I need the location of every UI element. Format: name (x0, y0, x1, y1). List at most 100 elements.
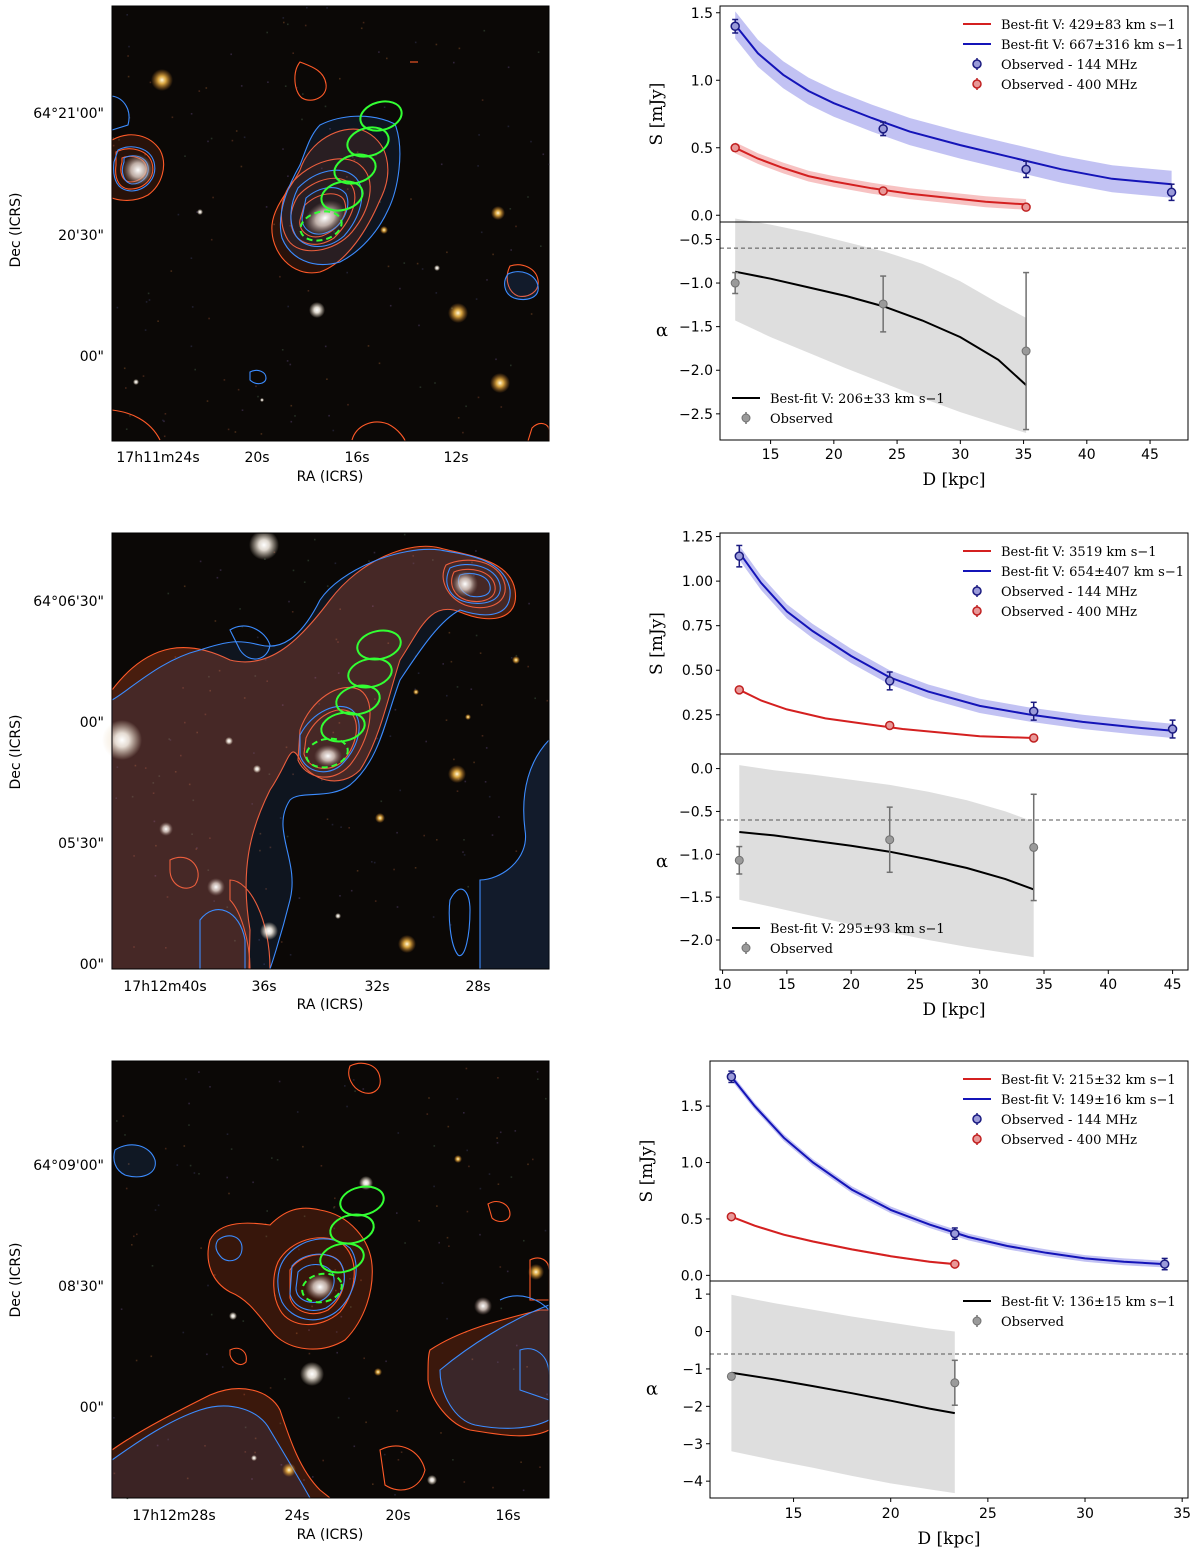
noise-pixel (214, 620, 217, 622)
alpha-panel-2: 0.0 −0.5 −1.0 −1.5 −2.0 10 15 20 25 30 35 40 45 α D [k… (656, 753, 1189, 1020)
axes-frame (709, 1280, 1189, 1499)
noise-pixel (539, 1466, 541, 1468)
noise-pixel (151, 1265, 154, 1267)
noise-pixel (302, 1145, 304, 1148)
noise-pixel (464, 780, 467, 783)
fit-line (731, 1371, 955, 1415)
noise-pixel (477, 396, 480, 399)
data-point (950, 1259, 960, 1269)
noise-pixel (438, 1241, 440, 1244)
noise-pixel (228, 1192, 230, 1195)
dec-tick-label: 08'30" (58, 1279, 104, 1295)
noise-pixel (124, 1134, 126, 1136)
noise-pixel (365, 1421, 367, 1424)
x-tick-label: 35 (1015, 447, 1033, 463)
noise-pixel (212, 196, 214, 199)
noise-pixel (367, 345, 370, 347)
noise-pixel (434, 382, 436, 384)
noise-pixel (176, 1164, 179, 1166)
noise-pixel (204, 1445, 206, 1447)
noise-pixel (279, 817, 282, 819)
noise-pixel (269, 846, 272, 849)
noise-pixel (339, 895, 341, 897)
noise-pixel (446, 1236, 449, 1239)
noise-pixel (363, 1357, 365, 1360)
noise-pixel (463, 1481, 466, 1483)
noise-pixel (536, 1070, 539, 1073)
noise-pixel (282, 148, 284, 150)
noise-pixel (266, 1210, 268, 1212)
noise-pixel (210, 137, 213, 140)
noise-pixel (279, 275, 281, 278)
dec-tick-label: 00" (80, 957, 104, 973)
data-point (878, 124, 888, 134)
y-tick-label: 1 (694, 1287, 703, 1303)
noise-pixel (446, 1317, 448, 1320)
legend-label: Observed (770, 412, 833, 427)
noise-pixel (378, 362, 381, 365)
noise-pixel (523, 1239, 525, 1242)
noise-pixel (144, 329, 147, 331)
noise-pixel (116, 766, 119, 768)
dec-tick-label: 20'30" (58, 228, 104, 244)
data-point (884, 676, 895, 686)
noise-pixel (192, 799, 195, 802)
noise-pixel (515, 850, 518, 852)
ra-tick-label: 12s (443, 450, 468, 466)
x-tick-label: 25 (907, 977, 925, 993)
noise-pixel (254, 1451, 256, 1454)
noise-pixel (208, 317, 210, 320)
noise-pixel (210, 1313, 213, 1316)
noise-stars (113, 1067, 548, 1500)
x-tick-label: 45 (1141, 447, 1159, 463)
noise-pixel (386, 57, 388, 60)
noise-pixel (302, 93, 304, 95)
fit-band (739, 765, 1034, 958)
noise-pixel (290, 404, 293, 407)
noise-pixel (286, 835, 289, 838)
noise-pixel (218, 669, 221, 672)
noise-pixel (289, 954, 292, 956)
ra-tick-label: 28s (465, 979, 490, 995)
noise-pixel (312, 1476, 314, 1478)
noise-pixel (432, 559, 434, 561)
x-axis-label: D [kpc] (922, 470, 985, 490)
noise-pixel (200, 1247, 202, 1249)
noise-pixel (380, 800, 383, 803)
noise-pixel (292, 52, 294, 54)
legend-label: Observed - 144 MHz (1001, 58, 1137, 73)
noise-pixel (125, 387, 127, 389)
noise-pixel (512, 1368, 515, 1370)
noise-pixel (242, 1320, 245, 1322)
noise-pixel (113, 1472, 116, 1475)
noise-pixel (473, 761, 475, 764)
noise-pixel (183, 585, 186, 588)
noise-pixel (164, 1147, 167, 1150)
y-tick-label: −1.5 (679, 890, 713, 906)
noise-pixel (234, 431, 237, 433)
noise-pixel (226, 1133, 229, 1135)
plot-panels: 0.0 0.5 1.0 1.5 S [mJy] Best-fit V: 429±83 km… (637, 5, 1191, 1549)
noise-pixel (389, 304, 392, 307)
noise-pixel (162, 419, 164, 422)
noise-pixel (118, 139, 120, 141)
noise-pixel (526, 1366, 528, 1368)
x-tick-label: 45 (1164, 977, 1182, 993)
noise-pixel (339, 608, 341, 610)
noise-pixel (376, 737, 378, 740)
data-point (1028, 733, 1039, 743)
noise-pixel (445, 719, 448, 721)
noise-pixel (448, 1245, 450, 1247)
legend-label: Best-fit V: 654±407 km s−1 (1001, 565, 1184, 580)
noise-pixel (527, 196, 529, 198)
noise-pixel (186, 1477, 189, 1480)
noise-pixel (347, 403, 349, 406)
noise-pixel (189, 1164, 192, 1167)
noise-pixel (170, 270, 173, 272)
noise-pixel (254, 1437, 257, 1440)
noise-pixel (356, 870, 359, 872)
noise-pixel (537, 51, 540, 53)
noise-pixel (289, 363, 292, 366)
noise-pixel (147, 292, 150, 295)
noise-pixel (537, 1078, 539, 1080)
